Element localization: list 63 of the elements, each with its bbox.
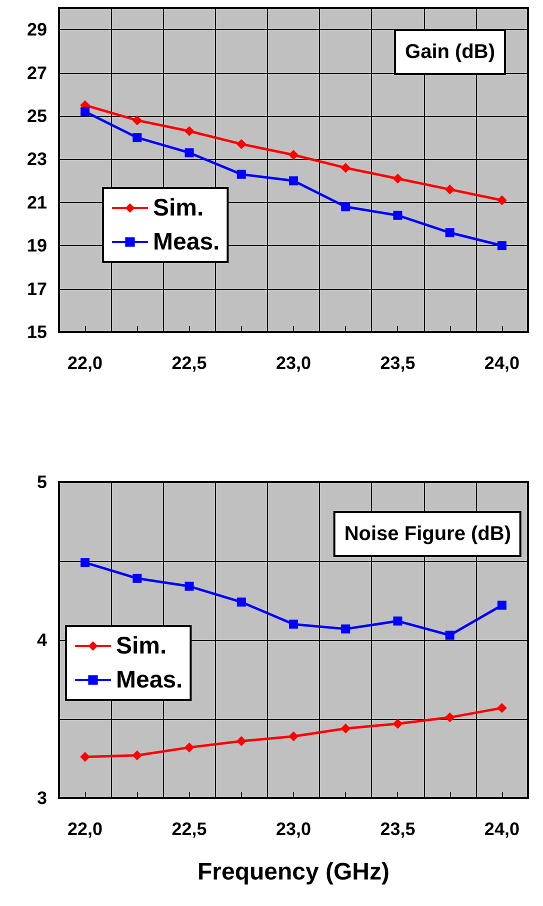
point — [236, 736, 246, 746]
point — [340, 162, 351, 173]
point — [184, 742, 194, 752]
x-tick-label: 23,0 — [276, 353, 312, 373]
point — [497, 600, 506, 610]
point — [236, 170, 246, 179]
point — [80, 752, 90, 762]
point — [288, 731, 298, 742]
x-tick-label: 22,5 — [172, 819, 207, 839]
point — [80, 558, 90, 568]
point — [184, 148, 194, 158]
point — [393, 210, 402, 220]
point — [393, 616, 402, 626]
y-tick-label: 29 — [26, 20, 47, 40]
point — [444, 184, 455, 194]
text: Gain (dB) — [405, 41, 496, 63]
point — [340, 723, 351, 734]
point — [132, 750, 142, 760]
y-tick-label: 27 — [26, 62, 47, 83]
point — [236, 598, 246, 607]
point — [445, 228, 454, 238]
y-tick-label: 19 — [26, 236, 47, 256]
point — [236, 139, 246, 150]
y-tick-label: 23 — [26, 149, 47, 170]
text: Noise Figure (dB) — [344, 523, 511, 545]
x-axis-title: Frequency (GHz) — [197, 858, 390, 886]
point — [289, 176, 298, 186]
point — [392, 718, 403, 729]
point — [132, 115, 142, 126]
y-tick-label: 3 — [36, 788, 47, 808]
x-tick-label: 22,0 — [68, 819, 103, 839]
point — [80, 107, 90, 116]
x-tick-label: 22,0 — [68, 353, 103, 373]
point — [132, 574, 142, 583]
y-tick-label: 5 — [36, 472, 47, 492]
point — [496, 195, 507, 206]
y-tick-label: 21 — [26, 192, 47, 212]
point — [392, 174, 403, 184]
y-tick-label: 17 — [26, 278, 47, 299]
point — [289, 620, 298, 629]
point — [497, 241, 506, 250]
point — [288, 150, 298, 160]
point — [341, 624, 350, 634]
x-tick-label: 22,5 — [172, 353, 207, 373]
point — [444, 712, 455, 722]
legend-label: Meas. — [116, 666, 183, 694]
point — [341, 202, 350, 212]
point — [496, 702, 507, 713]
legend-label: Meas. — [153, 228, 220, 256]
legend-label: Sim. — [153, 194, 204, 222]
point — [445, 630, 454, 640]
x-tick-label: 24,0 — [484, 353, 520, 373]
x-tick-label: 24,0 — [484, 819, 520, 839]
x-tick-label: 23,5 — [380, 819, 416, 839]
y-tick-label: 15 — [26, 322, 47, 342]
y-tick-label: 25 — [26, 106, 47, 126]
point — [132, 133, 142, 142]
x-tick-label: 23,5 — [380, 353, 416, 373]
point — [184, 582, 194, 591]
legend-label: Sim. — [116, 632, 167, 660]
x-tick-label: 23,0 — [276, 819, 312, 839]
point — [184, 126, 194, 136]
y-tick-label: 4 — [36, 630, 47, 650]
